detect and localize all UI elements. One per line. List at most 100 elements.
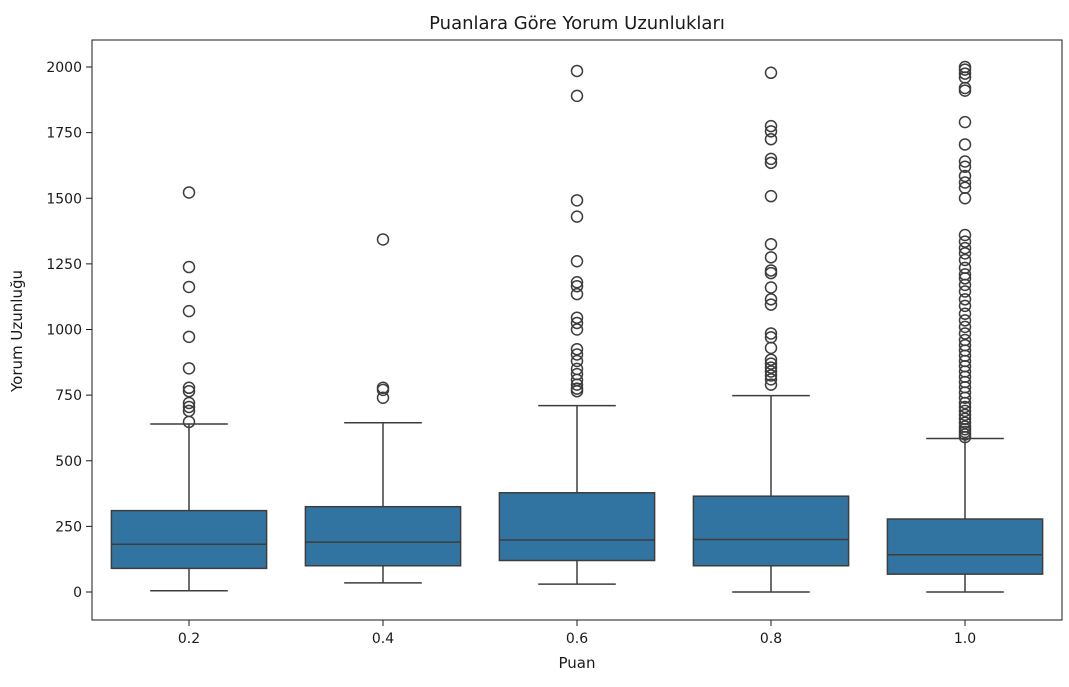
outlier-point — [570, 348, 584, 361]
outlier-point — [376, 381, 390, 395]
outlier-point — [570, 367, 584, 381]
outlier-point — [764, 125, 778, 138]
outlier-point — [958, 293, 972, 306]
x-tick-label: 1.0 — [954, 631, 976, 647]
outlier-point — [376, 391, 390, 404]
outlier-point — [570, 384, 584, 398]
x-tick-label: 0.8 — [760, 631, 782, 647]
outlier-point — [764, 293, 778, 306]
box-group-0-6 — [498, 64, 656, 585]
iqr-box — [110, 509, 268, 570]
outlier-point — [764, 378, 778, 391]
iqr-box — [692, 495, 850, 567]
outlier-point — [570, 255, 584, 268]
x-tick-label: 0.6 — [566, 631, 588, 647]
outlier-point — [764, 266, 778, 280]
outlier-point — [182, 396, 196, 410]
outlier-point — [182, 304, 196, 318]
x-axis-label: Puan — [559, 654, 596, 672]
outlier-point — [958, 228, 972, 242]
outlier-point — [764, 281, 778, 294]
outlier-point — [958, 138, 972, 151]
outlier-point — [958, 176, 972, 189]
outlier-point — [182, 404, 196, 418]
outlier-point — [958, 327, 972, 340]
outlier-point — [958, 285, 972, 298]
outlier-point — [764, 369, 778, 382]
outlier-point — [958, 278, 972, 292]
y-tick-label: 500 — [55, 454, 82, 470]
axes: 0 250 500 750 1000 1250 1500 1750 2000 0.2 0.4 0.6 0… — [46, 39, 1063, 647]
outlier-point — [958, 416, 972, 429]
box-group-0-4 — [304, 233, 462, 584]
outlier-point — [764, 361, 778, 374]
y-tick-label: 0 — [73, 585, 82, 601]
outlier-point — [958, 247, 972, 260]
box-group-1-0 — [886, 60, 1044, 593]
outlier-point — [182, 381, 196, 395]
outlier-point — [958, 307, 972, 320]
box-group-0-8 — [692, 66, 850, 593]
plot-area — [110, 60, 1044, 593]
outlier-point — [958, 160, 972, 173]
iqr-box — [304, 505, 462, 567]
outlier-point — [182, 280, 196, 294]
y-tick-label: 1000 — [46, 323, 82, 339]
outlier-point — [182, 362, 196, 375]
box-group-0-2 — [110, 186, 268, 592]
outlier-point — [764, 132, 778, 146]
y-axis-label: Yorum Uzunluğu — [8, 270, 26, 393]
outlier-point — [958, 169, 972, 183]
y-tick-label: 1500 — [46, 191, 82, 207]
y-tick-label: 2000 — [46, 60, 82, 76]
outlier-point — [958, 268, 972, 281]
outlier-point — [958, 241, 972, 255]
outlier-point — [764, 365, 778, 378]
outlier-point — [764, 156, 778, 170]
outlier-point — [182, 330, 196, 344]
outlier-point — [764, 331, 778, 344]
iqr-box — [498, 492, 656, 562]
x-tick-label: 0.4 — [372, 631, 394, 647]
outlier-point — [570, 362, 584, 376]
outlier-point — [958, 155, 972, 168]
outlier-point — [958, 181, 972, 194]
chart-title: Puanlara Göre Yorum Uzunlukları — [429, 13, 725, 34]
outlier-point — [570, 276, 584, 289]
outlier-point — [570, 89, 584, 103]
outlier-point — [958, 408, 972, 422]
y-tick-label: 250 — [55, 519, 82, 535]
outlier-point — [570, 316, 584, 330]
outlier-point — [958, 81, 972, 95]
outlier-point — [182, 384, 196, 398]
outlier-point — [958, 314, 972, 327]
outlier-point — [958, 84, 972, 97]
outlier-point — [958, 412, 972, 425]
outlier-point — [764, 264, 778, 277]
outlier-point — [958, 400, 972, 414]
outlier-point — [570, 194, 584, 207]
outlier-point — [764, 251, 778, 264]
outlier-point — [764, 152, 778, 166]
iqr-box — [886, 518, 1044, 575]
outlier-point — [764, 353, 778, 366]
outlier-point — [958, 339, 972, 352]
outlier-point — [764, 357, 778, 370]
outlier-point — [958, 299, 972, 313]
outlier-point — [376, 233, 390, 246]
outlier-point — [570, 354, 584, 368]
outlier-point — [182, 400, 196, 414]
outlier-point — [764, 237, 778, 251]
outlier-point — [958, 404, 972, 418]
outlier-point — [764, 66, 778, 80]
outlier-point — [958, 420, 972, 433]
outlier-point — [958, 333, 972, 347]
outlier-point — [182, 186, 196, 199]
outlier-point — [958, 261, 972, 275]
y-tick-label: 750 — [55, 388, 82, 404]
outlier-point — [764, 341, 778, 355]
y-tick-label: 1750 — [46, 126, 82, 142]
outlier-point — [570, 311, 584, 324]
